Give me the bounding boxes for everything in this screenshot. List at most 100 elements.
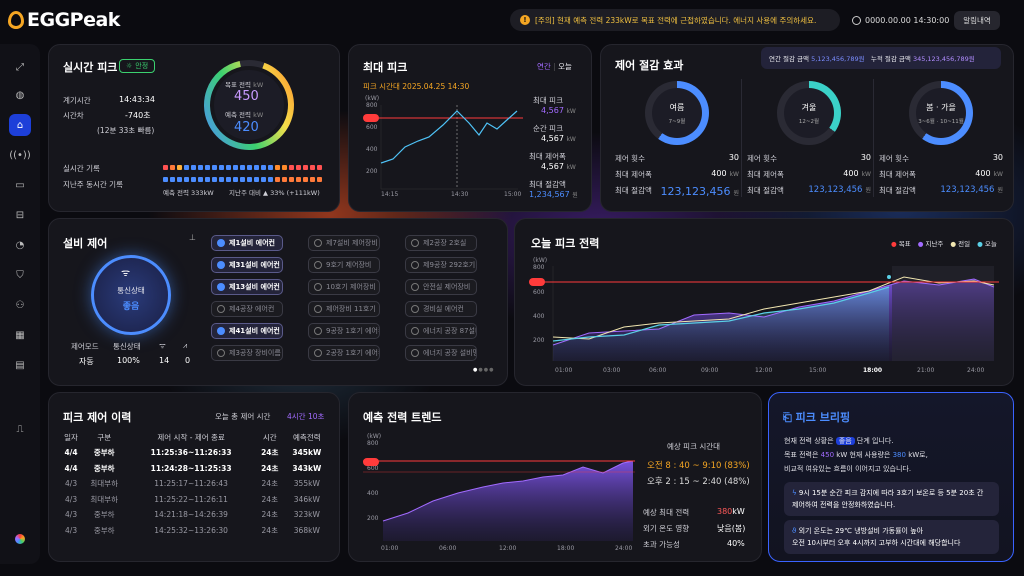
- equipment-toggle[interactable]: 에너지 공장 설비명: [405, 345, 477, 361]
- device-icon[interactable]: ▭: [15, 179, 25, 191]
- dot-cell: [240, 165, 245, 170]
- chart-pie-icon[interactable]: ◔: [15, 239, 25, 251]
- value: 400: [711, 169, 727, 178]
- stat-label: 최대 피크: [533, 96, 563, 105]
- time-diff-label: 시간차: [63, 111, 84, 120]
- legend-item: ● 지난주: [918, 238, 944, 248]
- value: 400: [975, 169, 991, 178]
- equipment-toggle[interactable]: 제1설비 에어컨: [211, 235, 283, 251]
- comm-value: 100%: [117, 356, 140, 365]
- x-tick: 12:00: [755, 367, 773, 374]
- season-ring-inner: 여름 7~9월: [652, 88, 702, 138]
- monitor-icon[interactable]: ⊟: [15, 209, 25, 221]
- unit: 원: [997, 187, 1003, 194]
- table-cell: 중부하: [93, 510, 115, 520]
- equipment-toggle[interactable]: 제31설비 에어컨: [211, 257, 283, 273]
- meter-time-label: 계기시간: [63, 96, 91, 105]
- user-icon[interactable]: ⚇: [15, 299, 25, 311]
- equipment-toggle[interactable]: 에너지 공장 87설비: [405, 323, 477, 339]
- y-tick: 800: [533, 264, 545, 271]
- trend-stat-value: 380kW: [717, 507, 745, 516]
- mode-label: 제어모드: [71, 342, 99, 351]
- pagination-dots[interactable]: ●●●●: [473, 367, 495, 373]
- equipment-toggle[interactable]: 제41설비 에어컨: [211, 323, 283, 339]
- value: 123,123,456: [660, 185, 731, 198]
- equipment-toggle[interactable]: 제어장비 11호기: [308, 301, 380, 317]
- status-dot: [314, 327, 322, 335]
- legend-label: 지난주: [925, 240, 944, 248]
- card-title: 제어 절감 효과: [615, 59, 684, 72]
- logout-icon[interactable]: ⎍: [16, 423, 24, 435]
- divider: [873, 79, 874, 197]
- equipment-toggle[interactable]: 안전실 제어장비: [405, 279, 477, 295]
- notice-banner[interactable]: ! [주의] 현재 예측 전력 233kW로 목표 전력에 근접하였습니다. 에너…: [510, 9, 840, 31]
- tab-today[interactable]: 오늘: [558, 62, 572, 71]
- sidebar: ⤢ ◍ ⌂ ((•)) ▭ ⊟ ◔ ⛉ ⚇ ▦ ▤ ⎍: [0, 44, 40, 564]
- unit: 원: [733, 190, 739, 197]
- y-tick: 200: [367, 515, 379, 522]
- x-tick: 12:00: [499, 545, 517, 552]
- season-months: 7~9월: [668, 118, 686, 125]
- bolt-icon: ϟ: [792, 489, 797, 497]
- dot-cell: [296, 177, 301, 182]
- y-tick: 400: [366, 146, 378, 153]
- grid-icon[interactable]: ▦: [15, 329, 25, 341]
- equipment-toggle[interactable]: 제2공장 2호실: [405, 235, 477, 251]
- status-dot: [314, 283, 322, 291]
- x-tick: 18:00: [863, 367, 883, 374]
- season-ring: 봄 · 가을 3~6월 · 10~11월: [909, 81, 973, 145]
- equipment-toggle[interactable]: 10호기 제어장비: [308, 279, 380, 295]
- shield-icon[interactable]: ⛉: [16, 269, 24, 281]
- brief-event-line-1: ϟ 9시 15분 순간 피크 감지에 따라 3호기 보온로 등 5분 20초 간: [792, 489, 984, 497]
- equipment-toggle[interactable]: 제3공장 장비이름: [211, 345, 283, 361]
- trend-stat-label: 초과 가능성: [643, 540, 680, 549]
- equipment-toggle[interactable]: 9호기 제어장비: [308, 257, 380, 273]
- expand-icon[interactable]: ⤢: [16, 61, 24, 73]
- table-cell: 4/4: [64, 448, 78, 458]
- status-dot: [217, 349, 225, 357]
- document-icon[interactable]: ▤: [15, 359, 25, 371]
- equipment-toggle[interactable]: 경비실 에어컨: [405, 301, 477, 317]
- season-stat-label: 최대 절감액: [615, 186, 652, 195]
- season-stat-value: 400 kW: [975, 169, 1003, 178]
- equipment-toggle[interactable]: 9공장 1호기 에어컨: [308, 323, 380, 339]
- dot-cell: [289, 177, 294, 182]
- season-stat-value: 400 kW: [711, 169, 739, 178]
- saving-summary: 연간 절감 금액 5,123,456,789원 누적 절감 금액 345,123…: [761, 47, 1001, 69]
- equipment-label: 9공장 1호기 에어컨: [326, 327, 380, 335]
- unit: 원: [865, 187, 871, 194]
- alarm-history-button[interactable]: 알림내역: [954, 11, 1000, 30]
- equipment-toggle[interactable]: 제4공장 에어컨: [211, 301, 283, 317]
- dot-cell: [163, 165, 168, 170]
- table-row: 4/3 중부하 14:25:32~13:26:30 24초 368kW: [60, 523, 330, 539]
- app-logo[interactable]: EGGPeak: [8, 9, 120, 31]
- signal-count: 0: [185, 356, 191, 365]
- egg-logo-icon: [8, 11, 24, 29]
- status-dot: [411, 349, 419, 357]
- equipment-toggle[interactable]: 제9공장 292호기: [405, 257, 477, 273]
- dot-cell: [261, 165, 266, 170]
- legend-label: 오늘: [984, 240, 997, 248]
- season-stat-value: 30: [729, 153, 739, 162]
- equipment-toggle[interactable]: 제7설비 제어장비: [308, 235, 380, 251]
- home-icon[interactable]: ⌂: [9, 114, 31, 136]
- table-cell: 중부하: [93, 525, 115, 535]
- table-cell: 14:25:32~13:26:30: [154, 525, 228, 535]
- signal-icon[interactable]: ((•)): [9, 149, 31, 161]
- card-title: 예측 전력 트렌드: [363, 411, 442, 424]
- y-tick: 800: [367, 440, 379, 447]
- gauge-target-label: 목표 전력 kW: [225, 81, 264, 89]
- equipment-label: 제4공장 에어컨: [229, 305, 275, 313]
- pin-icon[interactable]: ⊥: [189, 233, 196, 242]
- equipment-toggle[interactable]: 2공장 1호기 에어컨: [308, 345, 380, 361]
- color-wheel-icon[interactable]: [9, 528, 31, 550]
- dot-cell: [226, 165, 231, 170]
- realtime-record-bar: [163, 165, 322, 170]
- dot-cell: [226, 177, 231, 182]
- season-stat-label: 제어 횟수: [615, 154, 645, 163]
- dot-cell: [205, 165, 210, 170]
- equipment-toggle[interactable]: 제13설비 에어컨: [211, 279, 283, 295]
- equipment-label: 경비실 에어컨: [423, 305, 464, 313]
- tab-year[interactable]: 연간: [537, 62, 551, 71]
- globe-icon[interactable]: ◍: [15, 89, 25, 101]
